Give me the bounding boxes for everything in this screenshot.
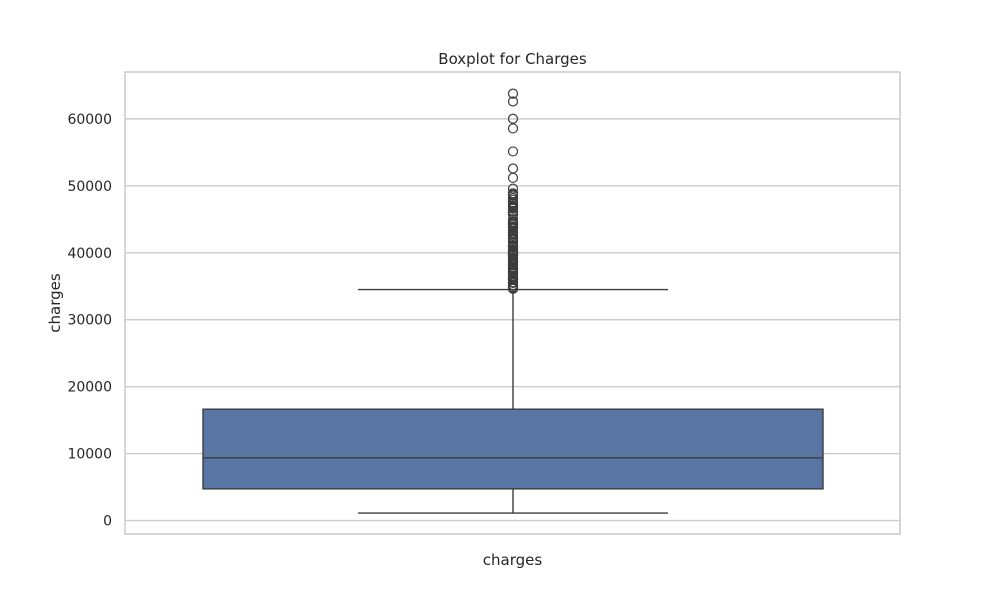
- y-tick-label: 10000: [67, 447, 112, 463]
- outlier-point: [507, 123, 519, 134]
- outlier-point: [507, 146, 519, 157]
- y-tick-label: 60000: [67, 112, 112, 128]
- y-axis-label: charges: [46, 273, 64, 333]
- outlier-point: [507, 163, 519, 174]
- y-tick-label: 40000: [67, 246, 112, 262]
- iqr-box: [202, 408, 824, 490]
- outlier-point: [507, 283, 519, 294]
- plot-area-frame: [124, 71, 901, 535]
- outlier-point: [507, 172, 519, 183]
- y-tick-label: 50000: [67, 179, 112, 195]
- x-axis-label: charges: [483, 551, 543, 569]
- outlier-point: [507, 96, 519, 107]
- outlier-point: [507, 113, 519, 124]
- chart-title: Boxplot for Charges: [438, 50, 587, 68]
- y-tick-label: 30000: [67, 313, 112, 329]
- y-tick-label: 20000: [67, 380, 112, 396]
- y-tick-label: 0: [103, 514, 112, 530]
- outlier-point: [507, 88, 519, 99]
